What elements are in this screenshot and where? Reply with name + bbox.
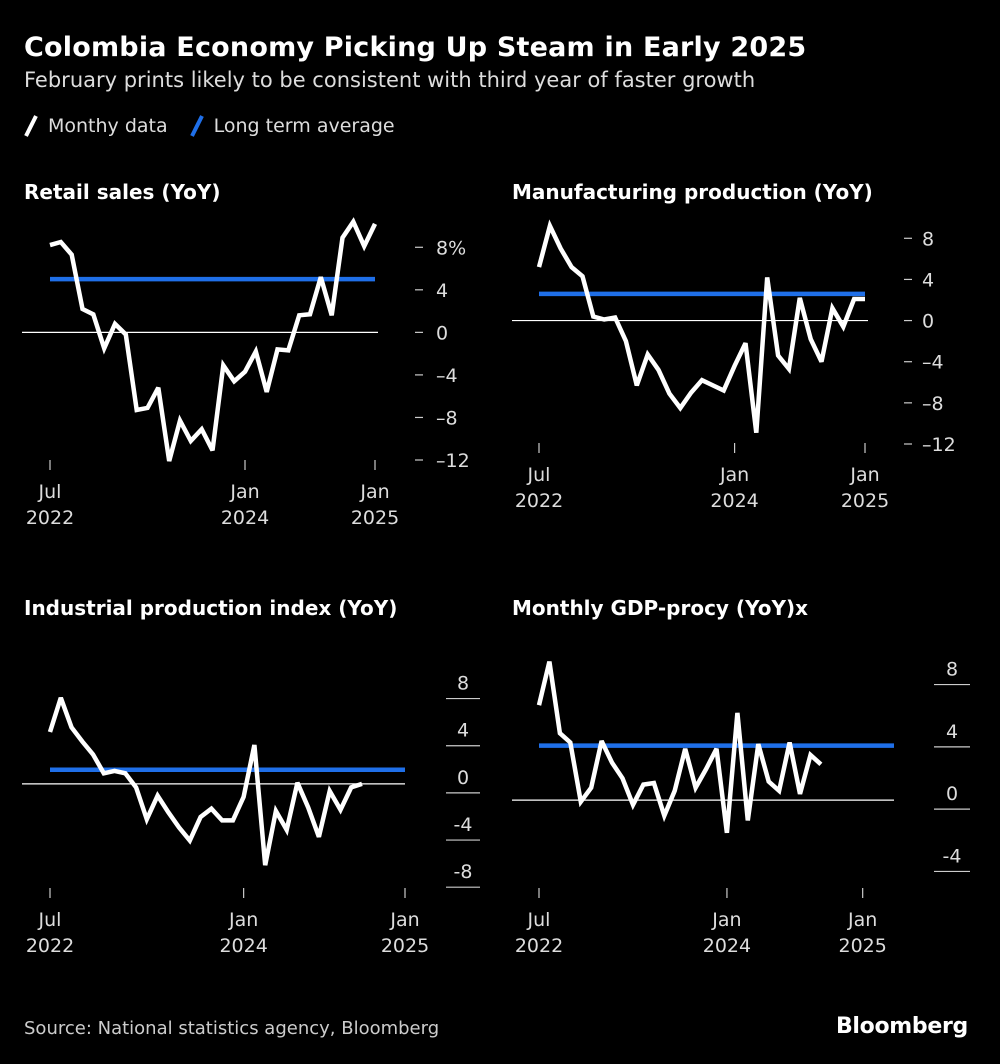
legend-label-monthly: Monthy data: [48, 115, 168, 137]
y-tick-label: 8: [922, 228, 934, 250]
chart-title: Colombia Economy Picking Up Steam in Ear…: [24, 32, 807, 63]
x-tick-label-month: Jul: [527, 909, 551, 931]
y-tick-label: -8: [454, 861, 473, 883]
x-tick-label-year: 2022: [515, 490, 563, 512]
bloomberg-logo: Bloomberg: [835, 1014, 968, 1039]
y-tick-label: 4: [922, 269, 934, 291]
legend: Monthy data Long term average: [24, 114, 417, 138]
panel-title-gdp: Monthly GDP-procy (YoY)x: [512, 596, 808, 620]
x-tick-label-year: 2024: [219, 935, 267, 957]
x-tick-label-month: Jul: [38, 909, 62, 931]
legend-label-average: Long term average: [213, 115, 395, 137]
legend-swatch-average: [189, 115, 204, 137]
panel-title-manufacturing: Manufacturing production (YoY): [512, 180, 873, 204]
x-tick-label-month: Jan: [389, 909, 419, 931]
y-tick-label: –4: [436, 365, 458, 387]
y-tick-label: –8: [922, 393, 944, 415]
x-tick-label-year: 2022: [515, 935, 563, 957]
y-tick-label: –12: [922, 434, 956, 456]
x-tick-label-month: Jan: [229, 481, 259, 503]
legend-item-monthly: Monthy data: [24, 114, 168, 138]
x-tick-label-month: Jan: [847, 909, 877, 931]
y-tick-label: –12: [436, 450, 470, 472]
y-tick-label: 8: [457, 673, 469, 695]
y-tick-label: 0: [922, 311, 934, 333]
x-tick-label-month: Jul: [38, 481, 62, 503]
y-tick-label: 0: [436, 322, 448, 344]
panel-title-industrial: Industrial production index (YoY): [24, 596, 398, 620]
y-tick-label: –4: [922, 352, 944, 374]
monthly-line: [536, 219, 865, 433]
y-tick-label: 4: [457, 720, 469, 742]
x-tick-label-year: 2024: [221, 507, 269, 529]
x-tick-label-month: Jul: [527, 464, 551, 486]
x-tick-label-month: Jan: [228, 909, 258, 931]
y-tick-label: 4: [946, 721, 958, 743]
x-tick-label-year: 2022: [26, 507, 74, 529]
x-tick-label-year: 2025: [841, 490, 889, 512]
legend-swatch-monthly: [24, 115, 38, 137]
y-tick-label: –8: [436, 407, 458, 429]
y-tick-label: 0: [457, 767, 469, 789]
legend-item-average: Long term average: [189, 114, 395, 138]
monthly-line: [47, 697, 363, 866]
monthly-line: [536, 661, 823, 834]
y-tick-label: 8%: [436, 237, 466, 259]
panel-title-retail: Retail sales (YoY): [24, 180, 221, 204]
x-tick-label-year: 2025: [351, 507, 399, 529]
y-tick-label: 8: [946, 659, 958, 681]
x-tick-label-year: 2022: [26, 935, 74, 957]
monthly-line: [49, 217, 378, 462]
x-tick-label-year: 2025: [838, 935, 886, 957]
y-tick-label: -4: [943, 845, 962, 867]
x-tick-label-month: Jan: [711, 909, 741, 931]
x-tick-label-month: Jan: [359, 481, 389, 503]
x-tick-label-month: Jan: [719, 464, 749, 486]
y-tick-label: 4: [436, 280, 448, 302]
x-tick-label-year: 2024: [703, 935, 751, 957]
source-note: Source: National statistics agency, Bloo…: [24, 1018, 440, 1039]
x-tick-label-year: 2025: [381, 935, 429, 957]
y-tick-label: -4: [454, 814, 473, 836]
x-tick-label-year: 2024: [710, 490, 758, 512]
y-tick-label: 0: [946, 783, 958, 805]
x-tick-label-month: Jan: [849, 464, 879, 486]
chart-subtitle: February prints likely to be consistent …: [24, 68, 756, 92]
